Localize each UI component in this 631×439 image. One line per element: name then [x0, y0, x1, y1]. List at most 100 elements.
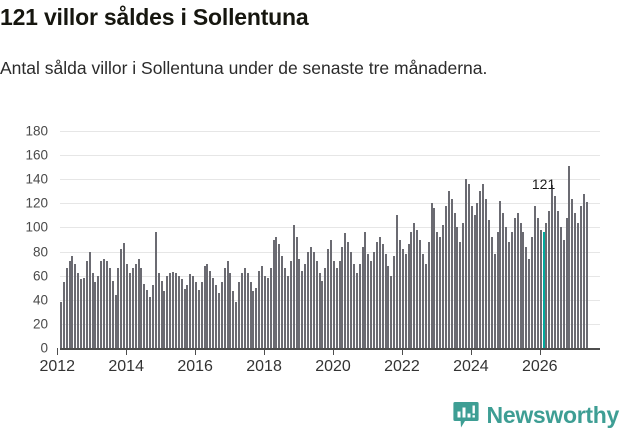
bar — [312, 251, 315, 348]
bar — [120, 249, 123, 348]
bar — [419, 239, 422, 348]
bar — [505, 227, 508, 348]
bar — [510, 232, 513, 348]
bar — [183, 288, 186, 348]
bar — [450, 198, 453, 348]
bar — [134, 263, 137, 348]
bar — [487, 220, 490, 348]
bar — [315, 261, 318, 348]
bar — [439, 237, 442, 348]
bar — [269, 268, 272, 348]
bar — [513, 217, 516, 348]
bar — [174, 273, 177, 348]
bar — [401, 249, 404, 348]
bar — [100, 261, 103, 348]
y-axis-tick-label: 120 — [25, 195, 48, 211]
y-axis: 0 20 40 60 80 100 120 140 160 180 — [8, 120, 48, 370]
bar — [476, 203, 479, 348]
x-axis-tick-label: 2026 — [521, 358, 558, 375]
bar — [585, 202, 588, 348]
bar — [82, 278, 85, 348]
bar — [330, 239, 332, 348]
bar — [192, 275, 195, 348]
bar — [393, 256, 396, 348]
newsworthy-logo: Newsworthy — [452, 401, 619, 429]
bar — [172, 272, 175, 348]
x-axis-tick-label: 2024 — [453, 358, 489, 375]
bar — [281, 256, 284, 348]
bar — [390, 275, 393, 348]
bar — [160, 280, 163, 348]
bar — [416, 229, 419, 348]
bar — [444, 205, 447, 348]
bar — [381, 244, 384, 348]
bar — [261, 266, 264, 348]
bar — [197, 290, 200, 348]
y-axis-tick-label: 40 — [32, 292, 48, 308]
gridline — [60, 227, 600, 229]
bar — [143, 284, 146, 348]
bar — [522, 232, 525, 348]
bar — [327, 249, 330, 348]
bar — [568, 165, 571, 348]
bar — [154, 232, 157, 348]
x-axis-tick-label: 2018 — [246, 358, 282, 375]
bar — [284, 268, 287, 348]
bar — [539, 229, 542, 348]
bar — [123, 243, 126, 348]
bar — [60, 302, 62, 348]
x-axis-tick — [332, 348, 334, 355]
bar — [410, 232, 413, 348]
bar — [301, 270, 304, 348]
bar — [490, 237, 493, 348]
y-axis-tick-label: 80 — [32, 244, 48, 260]
bar — [577, 222, 580, 348]
bar — [470, 205, 473, 348]
bar — [215, 285, 218, 348]
bar — [309, 246, 312, 348]
bar — [519, 222, 522, 348]
bar — [447, 191, 450, 348]
bar — [496, 232, 499, 348]
bar — [220, 281, 223, 348]
bar — [91, 273, 94, 348]
bar — [378, 237, 381, 348]
y-axis-tick-label: 140 — [25, 171, 48, 187]
bar — [140, 268, 143, 348]
bar — [459, 241, 462, 348]
bar — [249, 281, 252, 348]
bar — [137, 258, 140, 348]
bar — [240, 273, 243, 348]
bar — [548, 210, 551, 348]
axis-baseline — [60, 348, 600, 350]
bar — [235, 302, 238, 348]
bar — [238, 281, 241, 348]
bar-chart: 0 20 40 60 80 100 120 140 160 180 2012 2014 2016 201… — [0, 120, 631, 375]
bar — [307, 251, 310, 348]
bar — [97, 275, 100, 348]
bar — [298, 258, 301, 348]
gridline — [60, 179, 600, 181]
bar — [355, 273, 358, 348]
bar — [94, 281, 97, 348]
x-axis-tick — [195, 348, 197, 355]
bar — [456, 227, 459, 348]
bar — [255, 287, 258, 348]
bar — [246, 273, 249, 348]
chart-subtitle: Antal sålda villor i Sollentuna under de… — [0, 58, 488, 78]
bar — [226, 261, 229, 348]
bar — [493, 253, 496, 348]
bar — [275, 237, 278, 348]
bar-chart-bubble-icon — [452, 401, 479, 429]
bar — [533, 205, 536, 348]
gridline — [60, 203, 600, 205]
bar — [186, 285, 189, 348]
x-axis-tick — [57, 348, 59, 355]
bar — [74, 263, 77, 348]
bar — [398, 239, 401, 348]
y-axis-tick-label: 180 — [25, 123, 48, 139]
x-axis-tick-label: 2020 — [315, 358, 351, 375]
bar — [430, 203, 433, 348]
bar — [499, 200, 502, 348]
bar — [528, 258, 531, 348]
